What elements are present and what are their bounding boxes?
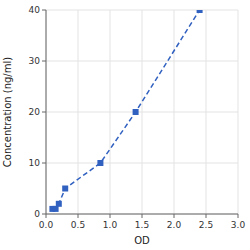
y-grid-line [46,214,238,215]
x-tick-label: 2.5 [199,220,213,230]
y-tick-label: 10 [29,158,41,168]
x-tick [142,214,143,218]
grid [46,10,238,214]
y-tick [42,112,46,113]
y-grid-line [46,112,238,113]
axes: 0.0 0.5 1.0 1.5 2.0 2.5 3.0 0 10 20 30 40 [29,5,246,230]
data-line [52,10,199,209]
data-point [62,186,68,192]
x-tick [174,214,175,218]
x-tick [110,214,111,218]
x-grid-line [46,10,47,214]
y-grid-line [46,163,238,164]
x-axis-line [46,214,238,215]
x-tick-label: 2.0 [167,220,182,230]
x-tick [46,214,47,218]
y-tick [42,61,46,62]
x-tick-label: 0.0 [39,220,54,230]
data-point [97,160,103,166]
x-tick-label: 0.5 [71,220,85,230]
x-tick-label: 1.0 [103,220,118,230]
y-tick-label: 20 [29,107,41,117]
data-point [133,109,139,115]
data-point [56,201,62,207]
y-tick-label: 0 [34,209,40,219]
x-tick [206,214,207,218]
series [49,10,202,212]
y-tick-label: 40 [29,5,41,15]
y-grid-line [46,10,238,11]
y-tick [42,214,46,215]
data-point [197,10,203,13]
y-tick-label: 30 [29,56,41,66]
chart: 0.0 0.5 1.0 1.5 2.0 2.5 3.0 0 10 20 30 40 OD Concentr… [0,0,250,250]
x-tick-label: 3.0 [231,220,246,230]
x-tick-label: 1.5 [135,220,149,230]
x-axis-label: OD [134,235,150,246]
y-tick [42,163,46,164]
y-axis-label: Concentration (ng/ml) [2,57,13,167]
y-axis-line [46,10,47,214]
y-grid-line [46,61,238,62]
x-tick [78,214,79,218]
x-tick [238,214,239,218]
y-tick [42,10,46,11]
